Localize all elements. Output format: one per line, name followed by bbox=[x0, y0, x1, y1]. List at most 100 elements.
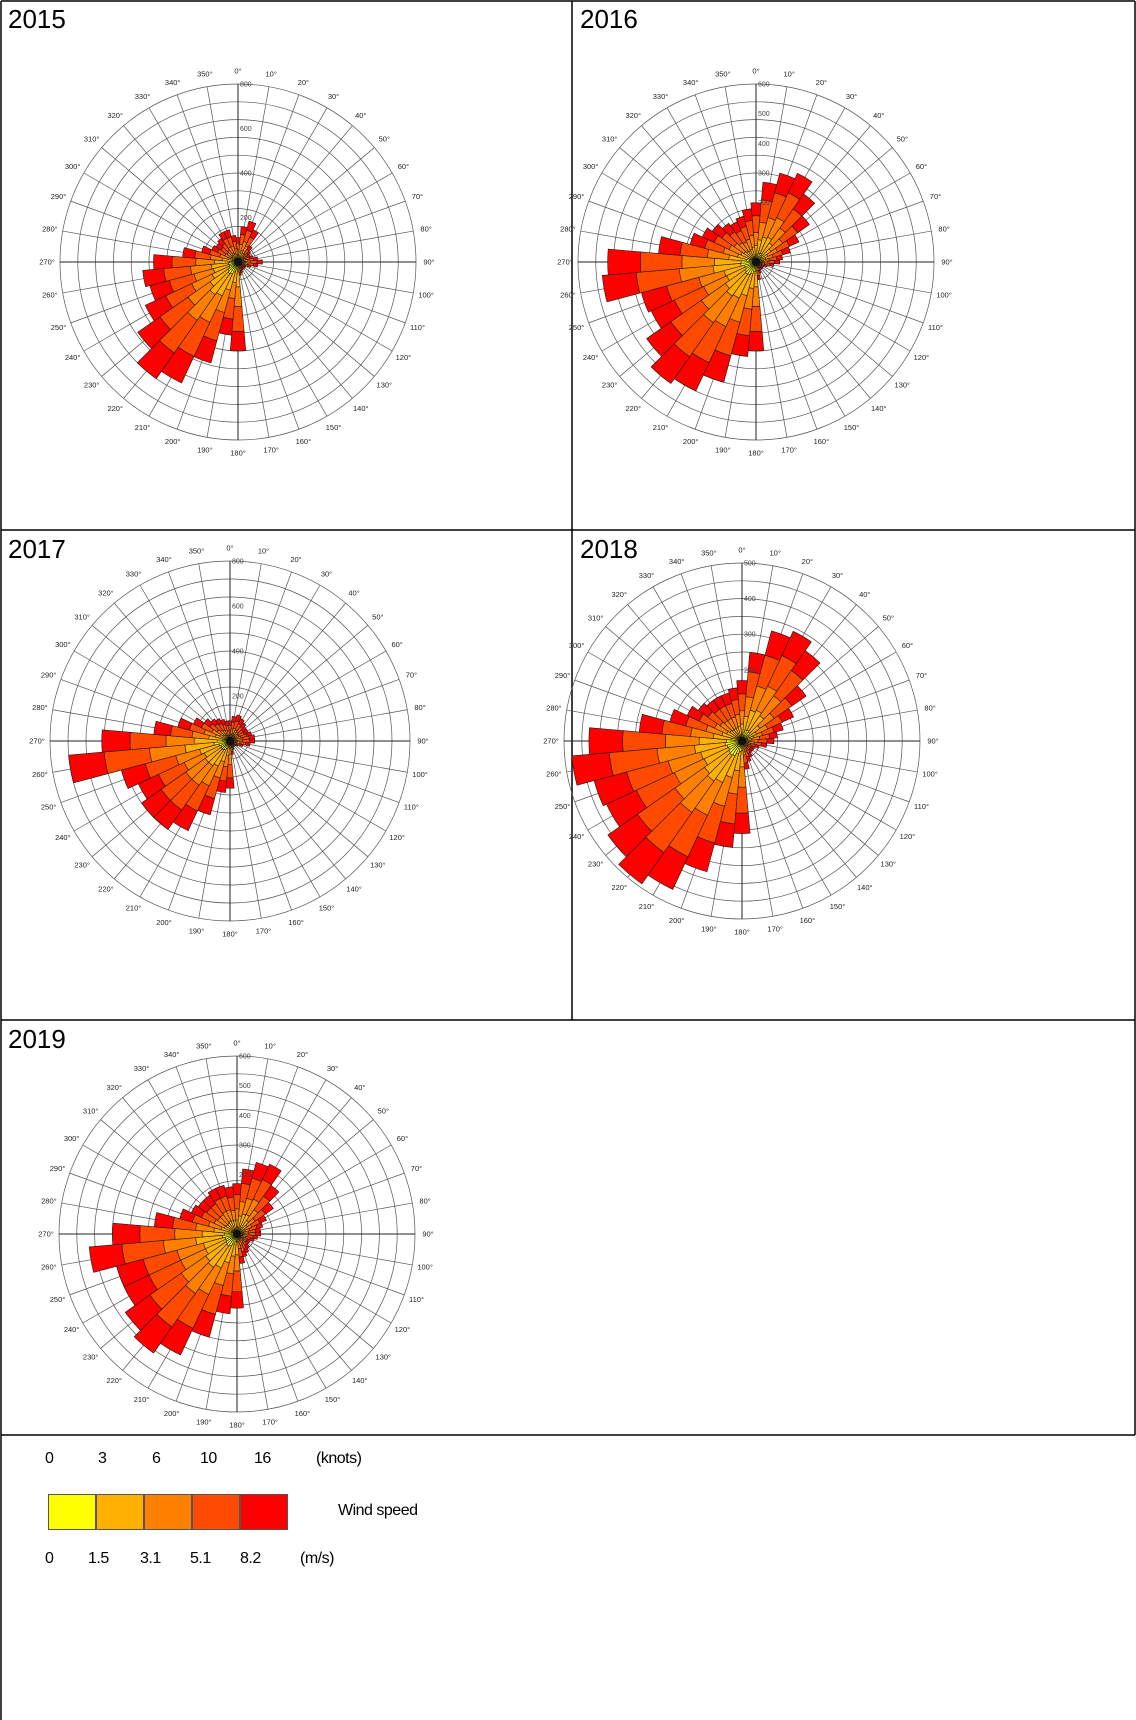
direction-label: 330° bbox=[135, 92, 151, 101]
direction-label: 150° bbox=[326, 423, 342, 432]
grid-spoke bbox=[741, 740, 897, 831]
direction-label: 250° bbox=[51, 323, 67, 332]
panel-title: 2016 bbox=[580, 4, 638, 34]
grid-spoke bbox=[236, 1233, 299, 1402]
ms-tick: 0 bbox=[45, 1550, 54, 1567]
ms-tick: 8.2 bbox=[240, 1550, 261, 1567]
knots-tick: 16 bbox=[254, 1450, 271, 1467]
direction-label: 130° bbox=[370, 861, 386, 870]
direction-label: 220° bbox=[107, 404, 123, 413]
bar-40-bin4 bbox=[239, 722, 247, 730]
bar-220-bin4 bbox=[650, 343, 691, 384]
bar-180-bin4 bbox=[225, 777, 235, 789]
bar-280-bin4 bbox=[638, 713, 665, 735]
direction-label: 350° bbox=[197, 69, 213, 78]
direction-label: 30° bbox=[832, 571, 843, 580]
direction-label: 30° bbox=[328, 92, 339, 101]
direction-label: 290° bbox=[50, 1164, 66, 1173]
grid-spoke bbox=[236, 1233, 413, 1266]
radial-tick-label: 400 bbox=[758, 141, 770, 148]
direction-label: 30° bbox=[321, 569, 332, 578]
bar-0-bin4 bbox=[736, 680, 748, 695]
direction-label: 290° bbox=[555, 671, 571, 680]
direction-label: 260° bbox=[32, 770, 48, 779]
direction-label: 110° bbox=[928, 323, 943, 332]
direction-label: 330° bbox=[639, 571, 655, 580]
grid-spoke bbox=[139, 584, 231, 742]
radial-tick-label: 600 bbox=[758, 82, 770, 89]
bar-350-bin4 bbox=[224, 1186, 235, 1199]
bar-50-bin4 bbox=[791, 215, 810, 234]
knots-tick: 6 bbox=[152, 1450, 161, 1467]
direction-label: 260° bbox=[42, 291, 58, 300]
direction-label: 20° bbox=[297, 1050, 308, 1059]
direction-label: 300° bbox=[583, 162, 599, 171]
grid-spoke bbox=[741, 740, 832, 896]
direction-label: 140° bbox=[857, 883, 873, 892]
direction-label: 300° bbox=[55, 640, 71, 649]
grid-spoke bbox=[229, 740, 321, 898]
direction-label: 20° bbox=[298, 78, 309, 87]
direction-label: 10° bbox=[783, 69, 794, 78]
grid-spoke bbox=[755, 261, 932, 294]
bar-120-bin4 bbox=[235, 743, 239, 747]
direction-label: 150° bbox=[319, 904, 335, 913]
panel-2017: 2017 0° 10° 20° 30° 40° 50° 60° 70° 80° 90° 100° 11… bbox=[0, 530, 572, 1020]
radial-tick-label: 200 bbox=[744, 667, 756, 674]
radial-tick-label: 300 bbox=[239, 1143, 251, 1150]
direction-label: 310° bbox=[84, 135, 100, 144]
direction-label: 120° bbox=[914, 353, 930, 362]
bar-50-bin4 bbox=[784, 685, 807, 707]
direction-label: 100° bbox=[936, 291, 952, 300]
direction-label: 170° bbox=[262, 1418, 278, 1427]
bar-260-bin4 bbox=[571, 752, 614, 786]
center-marker bbox=[738, 737, 746, 745]
bar-180-bin4 bbox=[230, 1291, 244, 1309]
direction-label: 160° bbox=[288, 918, 304, 927]
grid-spoke bbox=[237, 261, 393, 352]
direction-label: 310° bbox=[602, 135, 618, 144]
direction-label: 80° bbox=[419, 1196, 430, 1205]
grid-spoke bbox=[229, 679, 400, 742]
direction-label: 140° bbox=[871, 404, 887, 413]
bar-100-bin4 bbox=[769, 262, 775, 267]
grid-spoke bbox=[123, 125, 239, 263]
direction-label: 240° bbox=[64, 1325, 80, 1334]
bar-320-bin4 bbox=[210, 718, 219, 727]
bar-100-bin4 bbox=[244, 742, 251, 747]
direction-label: 180° bbox=[229, 1421, 245, 1430]
direction-label: 110° bbox=[404, 803, 419, 812]
grid-spoke bbox=[229, 740, 408, 773]
direction-label: 90° bbox=[927, 737, 938, 746]
direction-label: 180° bbox=[748, 449, 764, 458]
bar-350-bin4 bbox=[224, 720, 229, 727]
direction-label: 40° bbox=[354, 1083, 365, 1092]
knots-unit: (knots) bbox=[316, 1450, 362, 1467]
grid-spoke bbox=[168, 571, 231, 742]
direction-label: 300° bbox=[569, 641, 585, 650]
center-marker bbox=[752, 258, 760, 266]
grid-spoke bbox=[229, 625, 369, 742]
direction-label: 50° bbox=[379, 135, 390, 144]
direction-label: 100° bbox=[922, 770, 938, 779]
direction-label: 120° bbox=[395, 1325, 411, 1334]
grid-spoke bbox=[101, 147, 239, 263]
direction-label: 280° bbox=[560, 224, 576, 233]
direction-label: 150° bbox=[844, 423, 860, 432]
bar-60-bin4 bbox=[777, 707, 795, 723]
bar-270-bin4 bbox=[607, 248, 642, 276]
direction-label: 230° bbox=[602, 380, 618, 389]
wind-rose-2017: 0° 10° 20° 30° 40° 50° 60° 70° 80° 90° 100° 110° 120… bbox=[29, 544, 428, 939]
radial-tick-label: 800 bbox=[240, 82, 252, 89]
center-marker bbox=[233, 1230, 241, 1238]
legend-swatch-1 bbox=[96, 1494, 144, 1530]
bar-300-bin4 bbox=[686, 705, 704, 722]
direction-label: 240° bbox=[65, 353, 81, 362]
direction-label: 240° bbox=[55, 833, 71, 842]
direction-label: 340° bbox=[164, 1050, 180, 1059]
radial-tick-label: 800 bbox=[232, 559, 244, 566]
bar-310-bin4 bbox=[697, 702, 713, 718]
direction-label: 230° bbox=[74, 861, 90, 870]
bar-170-bin4 bbox=[743, 762, 750, 770]
direction-label: 130° bbox=[881, 859, 897, 868]
